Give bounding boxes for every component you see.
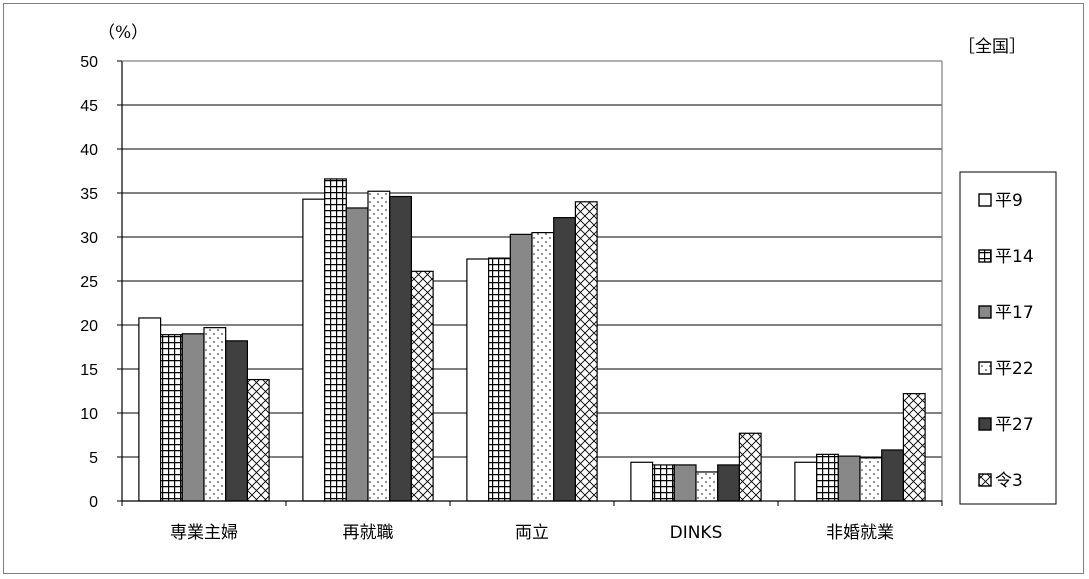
legend-swatch	[978, 473, 992, 487]
bars	[138, 178, 926, 502]
y-tick-label: 20	[80, 318, 98, 335]
bar	[815, 453, 839, 502]
y-tick-label: 30	[80, 230, 98, 247]
x-tick-label: 非婚就業	[826, 523, 894, 543]
bar	[410, 270, 434, 502]
legend-swatch	[978, 249, 992, 263]
bar	[466, 258, 490, 502]
y-tick-label: 40	[80, 142, 98, 159]
bar	[225, 340, 248, 502]
y-axis-ticks: 0 5 10 15 20 25 30 35 40 45 50	[80, 54, 122, 511]
x-tick-label: 両立	[515, 523, 549, 543]
bar	[488, 257, 511, 502]
bar	[160, 334, 183, 502]
legend-box	[959, 171, 1057, 505]
y-tick-label: 45	[80, 98, 98, 115]
bar	[203, 327, 227, 502]
y-axis-unit-label: （%）	[98, 23, 148, 43]
bar	[651, 464, 675, 502]
bar	[794, 461, 818, 502]
y-tick-label: 25	[80, 274, 98, 291]
bar	[302, 198, 326, 502]
legend-swatch	[978, 361, 992, 375]
legend-label: 平9	[995, 191, 1023, 211]
legend-label: 平17	[995, 303, 1034, 323]
y-tick-label: 50	[80, 54, 98, 71]
bar	[531, 232, 555, 502]
x-tick-label: DINKS	[670, 523, 723, 543]
bar	[246, 378, 270, 502]
region-label: ［全国］	[958, 37, 1026, 57]
bar	[902, 393, 926, 502]
y-tick-label: 5	[89, 450, 98, 467]
bar	[553, 217, 577, 502]
y-tick-label: 35	[80, 186, 98, 203]
x-tick-label: 再就職	[343, 523, 394, 543]
legend-swatch	[978, 305, 992, 319]
chart-frame	[3, 3, 1084, 574]
y-tick-label: 0	[89, 494, 98, 511]
y-tick-label: 15	[80, 362, 98, 379]
bar	[673, 464, 697, 502]
bar	[367, 190, 391, 502]
legend-label: 平22	[995, 359, 1034, 379]
bar	[837, 455, 861, 502]
legend: 平9 平14 平17 平22 平27 令3	[959, 171, 1057, 505]
legend-label: 平14	[995, 247, 1034, 267]
bar	[389, 195, 413, 502]
bar	[881, 449, 905, 502]
bar	[181, 333, 205, 502]
legend-label: 令3	[995, 471, 1023, 491]
bar	[138, 317, 162, 502]
bar	[695, 471, 719, 502]
bar	[324, 178, 347, 502]
bar	[717, 464, 741, 502]
bar	[859, 457, 883, 502]
y-tick-label: 10	[80, 406, 98, 423]
bar	[630, 461, 654, 502]
legend-label: 平27	[995, 415, 1034, 435]
bar	[738, 432, 762, 502]
x-axis-labels: 専業主婦 再就職 両立 DINKS 非婚就業	[170, 523, 894, 543]
bar	[574, 201, 598, 502]
axes	[121, 60, 943, 506]
bar	[345, 207, 369, 502]
bar	[509, 233, 533, 502]
legend-swatch	[978, 417, 992, 431]
x-tick-label: 専業主婦	[170, 523, 238, 543]
legend-swatch	[978, 193, 992, 207]
